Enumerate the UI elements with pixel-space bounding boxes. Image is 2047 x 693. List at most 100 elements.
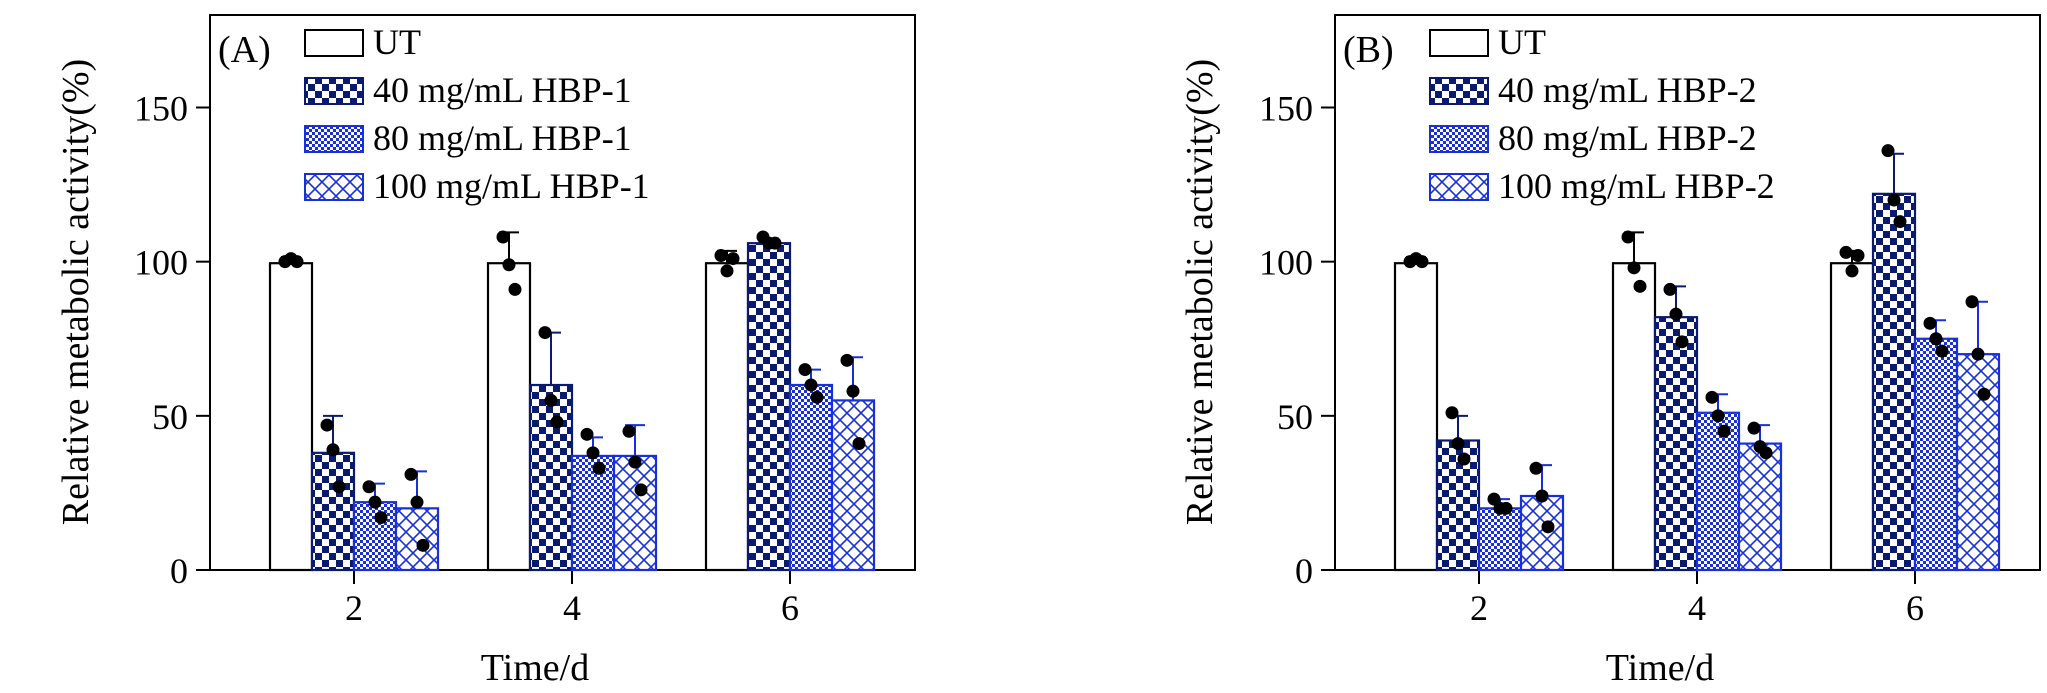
- data-point: [332, 480, 346, 494]
- data-point: [1977, 387, 1991, 401]
- data-point: [628, 455, 642, 469]
- bar: [1611, 262, 1657, 572]
- data-point: [538, 326, 552, 340]
- y-axis-label: Relative metabolic activity(%): [1179, 59, 1221, 525]
- bar-series-group: [268, 230, 876, 572]
- data-point: [1663, 282, 1677, 296]
- bar: [830, 399, 876, 572]
- data-point: [1451, 437, 1465, 451]
- legend-swatch: [304, 173, 364, 201]
- data-point: [852, 437, 866, 451]
- data-point: [362, 480, 376, 494]
- legend-label: 80 mg/mL HBP-1: [373, 118, 632, 158]
- data-point: [1535, 489, 1549, 503]
- bar: [528, 383, 574, 572]
- data-point: [1669, 307, 1683, 321]
- y-tick-label: 50: [152, 397, 188, 437]
- data-point: [634, 483, 648, 497]
- bar: [746, 242, 792, 572]
- panel-label: (A): [218, 29, 271, 71]
- legend-label: 100 mg/mL HBP-2: [1498, 166, 1775, 206]
- bar: [394, 507, 440, 572]
- y-tick-label: 0: [1295, 551, 1313, 591]
- data-point: [1705, 390, 1719, 404]
- data-point: [580, 427, 594, 441]
- bar: [1955, 353, 2001, 572]
- data-point: [1675, 335, 1689, 349]
- data-point: [374, 511, 388, 525]
- data-point: [1747, 421, 1761, 435]
- data-point: [404, 467, 418, 481]
- legend: UT 40 mg/mL HBP-1 80 mg/mL HBP-1 100 mg/mL …: [304, 22, 650, 206]
- legend-swatch: [304, 125, 364, 153]
- bar: [310, 451, 356, 572]
- data-point: [368, 495, 382, 509]
- data-point: [1487, 492, 1501, 506]
- data-point: [798, 363, 812, 377]
- bar: [1695, 411, 1741, 572]
- data-point: [1541, 520, 1555, 534]
- bar: [352, 501, 398, 572]
- legend-swatch: [1429, 173, 1489, 201]
- x-axis: 2 4 6: [1470, 570, 1924, 628]
- data-point: [1851, 249, 1865, 262]
- legend-swatch: [304, 77, 364, 105]
- x-tick-label: 6: [781, 588, 799, 628]
- data-point: [810, 390, 824, 404]
- data-point: [1845, 264, 1859, 278]
- bar: [570, 454, 616, 572]
- legend-label: 40 mg/mL HBP-1: [373, 70, 632, 110]
- y-tick-label: 0: [170, 551, 188, 591]
- data-point: [1881, 144, 1895, 158]
- data-point: [1415, 255, 1429, 269]
- data-point: [410, 495, 424, 509]
- data-point: [768, 236, 782, 250]
- data-point: [1627, 261, 1641, 275]
- data-point: [1457, 452, 1471, 466]
- bar: [1829, 262, 1875, 572]
- data-point: [320, 418, 334, 432]
- data-point: [502, 258, 516, 272]
- data-point: [1717, 424, 1731, 438]
- bar: [1913, 337, 1959, 572]
- data-point: [1923, 316, 1937, 330]
- bar: [268, 262, 314, 572]
- data-point: [496, 230, 510, 244]
- data-point: [726, 252, 740, 266]
- legend-label: 100 mg/mL HBP-1: [373, 166, 650, 206]
- y-axis-label: Relative metabolic activity(%): [55, 59, 97, 525]
- bar: [486, 262, 532, 572]
- y-tick-label: 150: [1259, 89, 1313, 129]
- data-point: [1499, 501, 1513, 515]
- legend-swatch: [1429, 77, 1489, 105]
- bar: [1435, 439, 1481, 572]
- legend-label: 80 mg/mL HBP-2: [1498, 118, 1757, 158]
- legend-swatch: [1429, 29, 1489, 57]
- y-tick-label: 50: [1277, 397, 1313, 437]
- data-point: [544, 393, 558, 407]
- data-point: [508, 282, 522, 296]
- x-tick-label: 4: [563, 588, 581, 628]
- data-point: [586, 446, 600, 460]
- data-point: [1935, 344, 1949, 358]
- chart-panel-b: (B) 0 50 100 150 2 4 6 UT 40 mg/mL HBP-2 80 mg/…: [1179, 14, 2041, 689]
- x-tick-label: 2: [345, 588, 363, 628]
- data-point: [1893, 215, 1907, 229]
- data-point: [1887, 193, 1901, 207]
- data-point: [416, 538, 430, 552]
- data-point: [846, 384, 860, 398]
- data-point: [714, 249, 728, 262]
- bar: [612, 454, 658, 572]
- x-axis: 2 4 6: [345, 570, 799, 628]
- data-point: [1529, 461, 1543, 475]
- legend-swatch: [304, 29, 364, 57]
- y-axis: 0 50 100 150: [1259, 89, 1335, 591]
- data-point: [550, 415, 564, 429]
- bar: [1477, 507, 1523, 572]
- x-tick-label: 6: [1906, 588, 1924, 628]
- legend-swatch: [1429, 125, 1489, 153]
- bar: [704, 262, 750, 572]
- data-point: [1839, 245, 1853, 259]
- data-point: [1971, 347, 1985, 361]
